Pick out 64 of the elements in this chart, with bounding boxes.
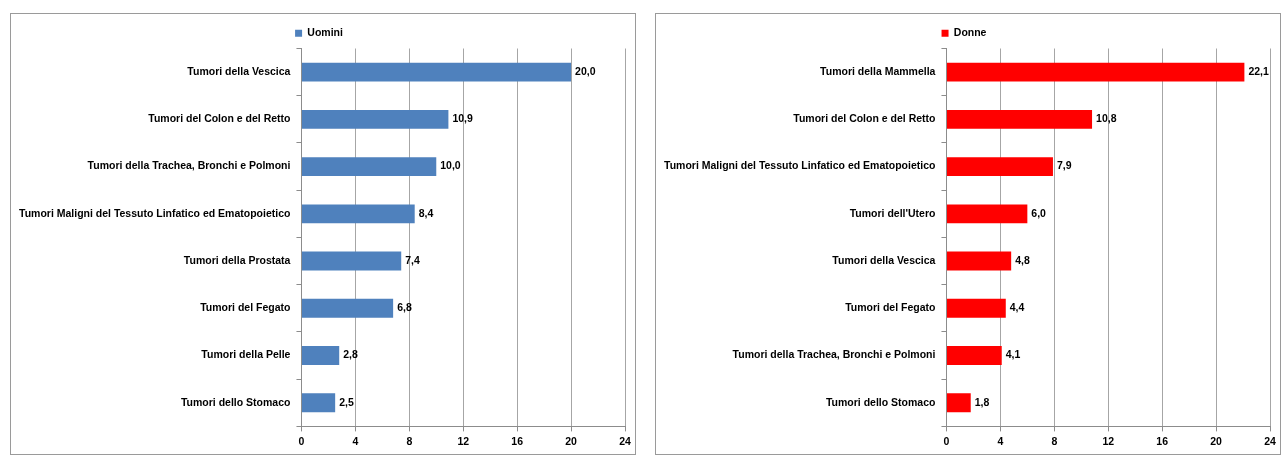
y-tick-label: Tumori dell'Utero	[849, 206, 936, 219]
bar	[301, 393, 336, 413]
x-tick-label: 12	[1102, 434, 1115, 447]
y-tick-label: Tumori della Pelle	[201, 348, 291, 361]
data-label: 20,0	[575, 65, 596, 78]
y-tick-label: Tumori dello Stomaco	[180, 395, 291, 408]
y-tick-label: Tumori del Colon e del Retto	[148, 112, 291, 125]
x-tick-label: 4	[997, 434, 1004, 447]
y-tick-label: Tumori della Trachea, Bronchi e Polmoni	[87, 159, 291, 172]
x-tick-label: 20	[565, 434, 578, 447]
bar	[946, 393, 971, 413]
data-label: 10,8	[1096, 112, 1117, 125]
data-label: 6,0	[1031, 206, 1047, 219]
y-tick-label: Tumori della Mammella	[820, 65, 936, 78]
y-tick-label: Tumori della Prostata	[183, 253, 291, 266]
y-tick-label: Tumori del Fegato	[845, 301, 936, 314]
bar	[301, 346, 340, 365]
data-label: 22,1	[1248, 65, 1269, 78]
data-label: 1,8	[974, 395, 990, 408]
bar	[946, 251, 1012, 271]
y-tick-label: Tumori Maligni del Tessuto Linfatico ed Ematopoietico	[18, 206, 291, 219]
legend-label: Donne	[953, 26, 987, 39]
x-tick-label: 0	[943, 434, 950, 447]
bar	[301, 109, 449, 129]
legend-label: Uomini	[307, 26, 343, 39]
bar	[301, 62, 572, 82]
data-label: 7,9	[1056, 159, 1072, 172]
bar	[301, 204, 415, 224]
bar	[946, 204, 1028, 224]
bar	[946, 157, 1053, 177]
x-tick-label: 12	[457, 434, 470, 447]
data-label: 6,8	[397, 301, 412, 314]
x-tick-label: 8	[406, 434, 413, 447]
x-tick-label: 16	[511, 434, 524, 447]
data-label: 8,4	[418, 206, 434, 219]
bar	[946, 298, 1006, 318]
x-tick-label: 24	[1264, 434, 1276, 447]
data-label: 10,0	[440, 159, 461, 172]
data-label: 7,4	[405, 253, 420, 266]
data-label: 2,8	[343, 348, 358, 361]
bar	[301, 251, 402, 271]
x-tick-label: 0	[298, 434, 305, 447]
y-tick-label: Tumori della Vescica	[832, 253, 936, 266]
bar	[946, 109, 1093, 129]
y-tick-label: Tumori della Vescica	[187, 65, 291, 78]
x-tick-label: 16	[1156, 434, 1169, 447]
y-tick-label: Tumori del Colon e del Retto	[793, 112, 936, 125]
y-tick-label: Tumori dello Stomaco	[825, 395, 936, 408]
x-tick-label: 8	[1051, 434, 1058, 447]
x-tick-label: 4	[352, 434, 359, 447]
bar	[946, 62, 1245, 82]
y-tick-label: Tumori Maligni del Tessuto Linfatico ed Ematopoietico	[663, 159, 936, 172]
data-label: 4,8	[1015, 253, 1030, 266]
bar	[301, 298, 394, 318]
bar	[301, 157, 437, 177]
x-tick-label: 24	[619, 434, 631, 447]
data-label: 2,5	[339, 395, 354, 408]
data-label: 4,1	[1005, 348, 1021, 361]
x-tick-label: 20	[1210, 434, 1223, 447]
data-label: 10,9	[452, 112, 473, 125]
data-label: 4,4	[1009, 301, 1025, 314]
bar	[946, 346, 1002, 365]
y-tick-label: Tumori della Trachea, Bronchi e Polmoni	[732, 348, 936, 361]
y-tick-label: Tumori del Fegato	[200, 301, 291, 314]
